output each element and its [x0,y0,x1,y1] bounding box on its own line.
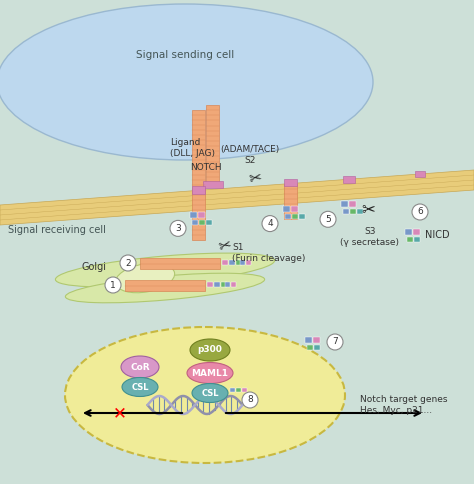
Bar [307,345,313,350]
Bar [192,220,198,226]
Ellipse shape [0,4,373,160]
Bar [246,260,251,265]
Bar [242,388,247,392]
Text: ✂: ✂ [361,200,375,218]
Circle shape [327,334,343,350]
Bar [414,237,420,242]
Text: ✂: ✂ [247,169,263,186]
Bar [206,220,212,226]
Text: Golgi: Golgi [82,262,107,272]
Bar [236,260,242,265]
Bar [214,282,220,287]
Text: 3: 3 [175,224,181,233]
Ellipse shape [187,363,233,383]
Text: (ADAM/TACE)
S2: (ADAM/TACE) S2 [220,145,280,165]
Bar [413,229,420,235]
Bar [192,110,205,241]
Bar [405,229,412,235]
Text: S1
(Furin cleavage): S1 (Furin cleavage) [232,243,305,263]
Text: NOTCH: NOTCH [190,164,222,172]
Ellipse shape [65,327,345,463]
Ellipse shape [192,383,228,403]
Ellipse shape [65,273,264,303]
Bar [140,258,220,269]
Text: CSL: CSL [131,382,149,392]
Circle shape [262,215,278,231]
Text: 8: 8 [247,395,253,405]
Text: 1: 1 [110,281,116,289]
Bar [341,201,348,207]
Bar [299,213,305,219]
Bar [407,237,413,242]
Bar [190,212,197,218]
Text: MAML1: MAML1 [191,368,228,378]
Bar [125,280,205,291]
Text: 2: 2 [125,258,131,268]
Bar [203,182,223,188]
Polygon shape [0,170,474,225]
Circle shape [320,212,336,227]
Bar [357,209,363,214]
Bar [229,260,235,265]
Ellipse shape [121,356,159,378]
Bar [291,206,298,212]
Text: 4: 4 [267,219,273,228]
Text: 5: 5 [325,215,331,224]
Bar [222,260,228,265]
Bar [415,171,425,177]
Text: p300: p300 [198,346,222,354]
Bar [284,179,297,185]
Text: ✕: ✕ [113,404,127,422]
Text: ✂: ✂ [217,237,233,255]
Bar [221,282,227,287]
Bar [313,337,320,343]
Text: S3
(γ secretase): S3 (γ secretase) [340,227,400,247]
Ellipse shape [55,253,274,287]
Bar [231,282,236,287]
Bar [225,282,230,287]
Text: NICD: NICD [425,230,450,240]
Text: Signal receiving cell: Signal receiving cell [8,225,106,235]
Text: Signal sending cell: Signal sending cell [136,50,234,60]
Circle shape [120,255,136,271]
Bar [192,186,205,195]
Text: Notch target genes
Hes, Myc, p21...: Notch target genes Hes, Myc, p21... [360,395,447,415]
Bar [230,388,235,392]
Bar [199,220,205,226]
Bar [285,213,291,219]
Bar [349,201,356,207]
Bar [284,183,297,219]
Text: 7: 7 [332,337,338,347]
Bar [236,388,241,392]
Bar [343,176,355,183]
Text: CSL: CSL [201,389,219,397]
Bar [314,345,320,350]
Bar [305,337,312,343]
Ellipse shape [122,378,158,396]
Bar [350,209,356,214]
Bar [283,206,290,212]
Text: Ligand
(DLL, JAG): Ligand (DLL, JAG) [170,138,215,158]
Ellipse shape [190,339,230,361]
Bar [207,282,213,287]
Text: CoR: CoR [130,363,150,372]
Bar [292,213,298,219]
Bar [198,212,205,218]
Bar [240,260,245,265]
Ellipse shape [115,263,174,293]
Bar [343,209,349,214]
Circle shape [105,277,121,293]
Bar [206,105,219,187]
Circle shape [170,220,186,236]
Circle shape [412,204,428,220]
Text: 6: 6 [417,208,423,216]
Circle shape [242,392,258,408]
